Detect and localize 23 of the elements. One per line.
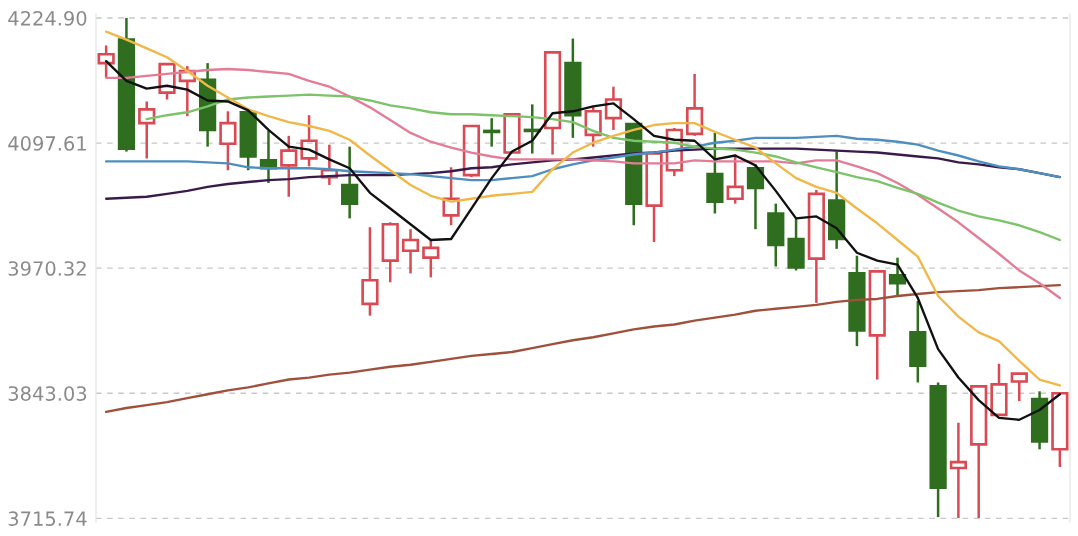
candlestick xyxy=(949,421,968,520)
candlestick xyxy=(970,385,988,520)
y-tick-label: 4097.61 xyxy=(8,136,86,151)
candlestick xyxy=(1030,390,1049,451)
line-series xyxy=(104,284,1062,414)
candlestick xyxy=(604,85,623,132)
line-series xyxy=(104,134,1062,182)
y-tick-label: 3715.74 xyxy=(8,511,87,526)
candlestick xyxy=(401,227,420,275)
candlestick xyxy=(828,150,846,251)
candlestick xyxy=(483,116,501,148)
candlestick xyxy=(1010,372,1028,403)
line-series xyxy=(104,67,1062,300)
y-tick-label: 4224.90 xyxy=(8,10,87,26)
candlestick xyxy=(645,152,663,244)
line-series xyxy=(104,30,1062,387)
candlestick xyxy=(543,51,562,156)
candlestick xyxy=(564,37,582,140)
candlestick xyxy=(341,145,359,220)
candlestick xyxy=(990,362,1008,417)
y-tick-label: 3970.32 xyxy=(8,261,86,276)
y-tick-label: 3843.03 xyxy=(8,386,87,401)
candlestick xyxy=(138,100,156,160)
